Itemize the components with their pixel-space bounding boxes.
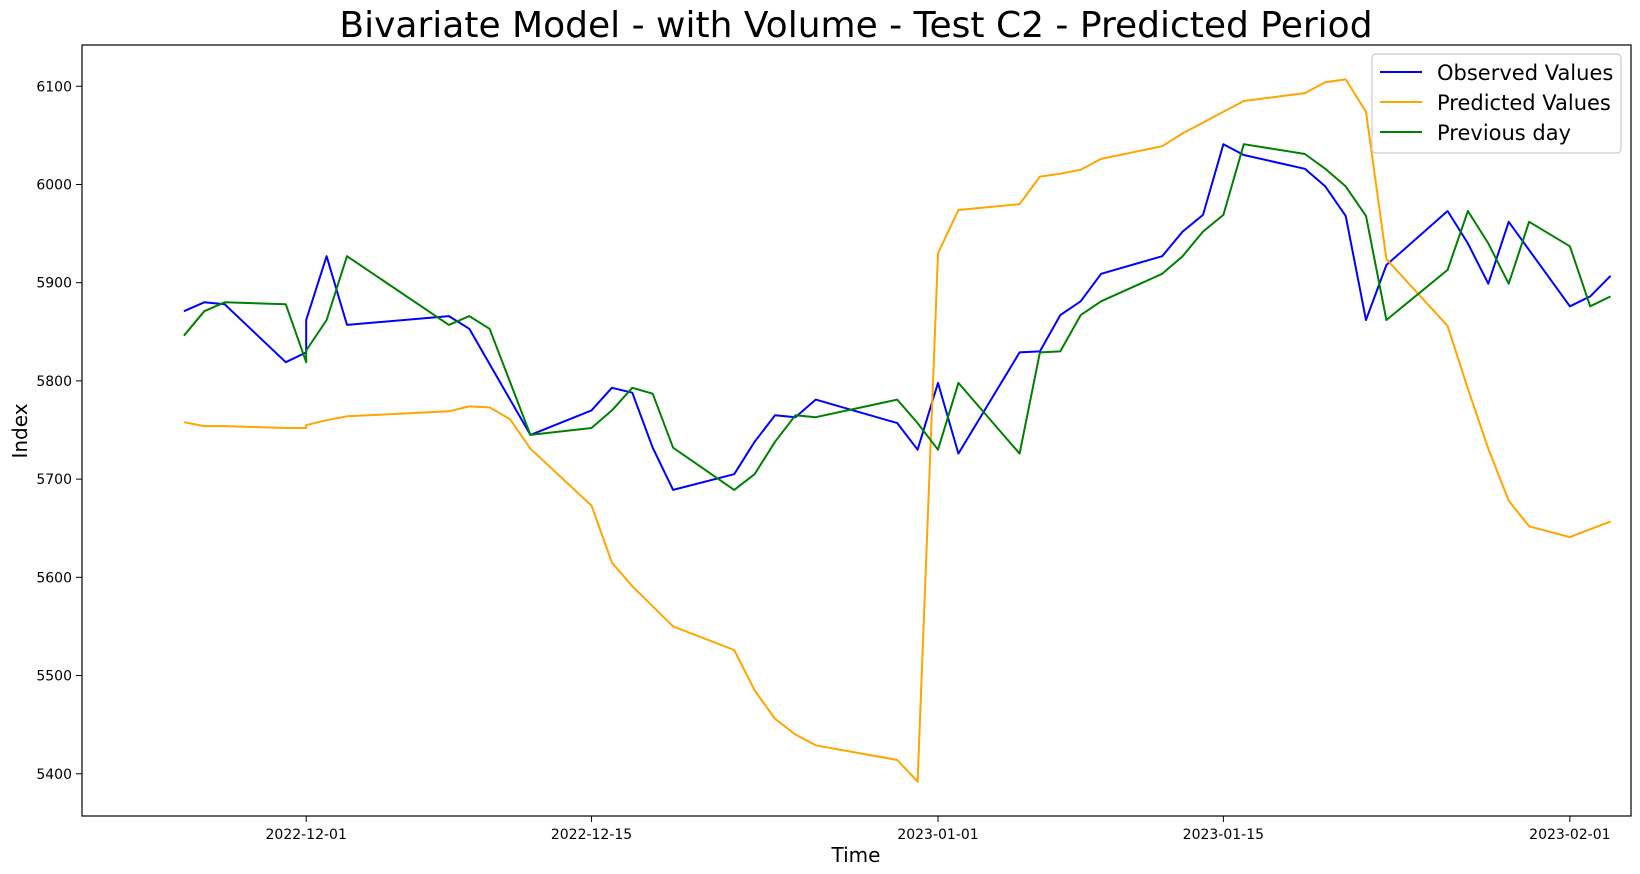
y-tick-label: 5400 bbox=[36, 767, 72, 783]
x-tick-label: 2023-01-15 bbox=[1183, 827, 1264, 843]
y-tick-label: 6100 bbox=[36, 79, 72, 95]
legend-label-previous-day: Previous day bbox=[1437, 121, 1571, 145]
y-tick-label: 6000 bbox=[36, 177, 72, 193]
x-tick-label: 2022-12-15 bbox=[551, 827, 632, 843]
legend-box bbox=[1371, 53, 1622, 154]
y-axis: 5400 5500 5600 5700 5800 5900 6000 6100 bbox=[36, 79, 82, 783]
series-layer bbox=[183, 78, 1612, 783]
y-tick-label: 5500 bbox=[36, 669, 72, 685]
x-tick-label: 2023-01-01 bbox=[897, 827, 978, 843]
legend: Observed Values Predicted Values Previous … bbox=[1371, 53, 1622, 154]
y-tick-label: 5800 bbox=[36, 374, 72, 390]
x-tick-label: 2023-02-01 bbox=[1529, 827, 1610, 843]
x-tick-label: 2022-12-01 bbox=[266, 827, 347, 843]
series-line-predicted-values bbox=[183, 78, 1611, 783]
legend-label-observed-values: Observed Values bbox=[1437, 61, 1613, 85]
y-axis-label: Index bbox=[8, 403, 32, 458]
x-axis: 2022-12-01 2022-12-15 2023-01-01 2023-01-15… bbox=[266, 816, 1611, 843]
legend-label-predicted-values: Predicted Values bbox=[1437, 91, 1611, 115]
series-line-previous-day bbox=[183, 143, 1612, 491]
y-tick-label: 5700 bbox=[36, 472, 72, 488]
y-tick-label: 5600 bbox=[36, 570, 72, 586]
series-line-observed-values bbox=[183, 143, 1612, 491]
chart-title: Bivariate Model - with Volume - Test C2 … bbox=[339, 5, 1372, 46]
y-tick-label: 5900 bbox=[36, 276, 72, 292]
plot-area bbox=[81, 44, 1632, 817]
x-axis-label: Time bbox=[831, 843, 881, 867]
